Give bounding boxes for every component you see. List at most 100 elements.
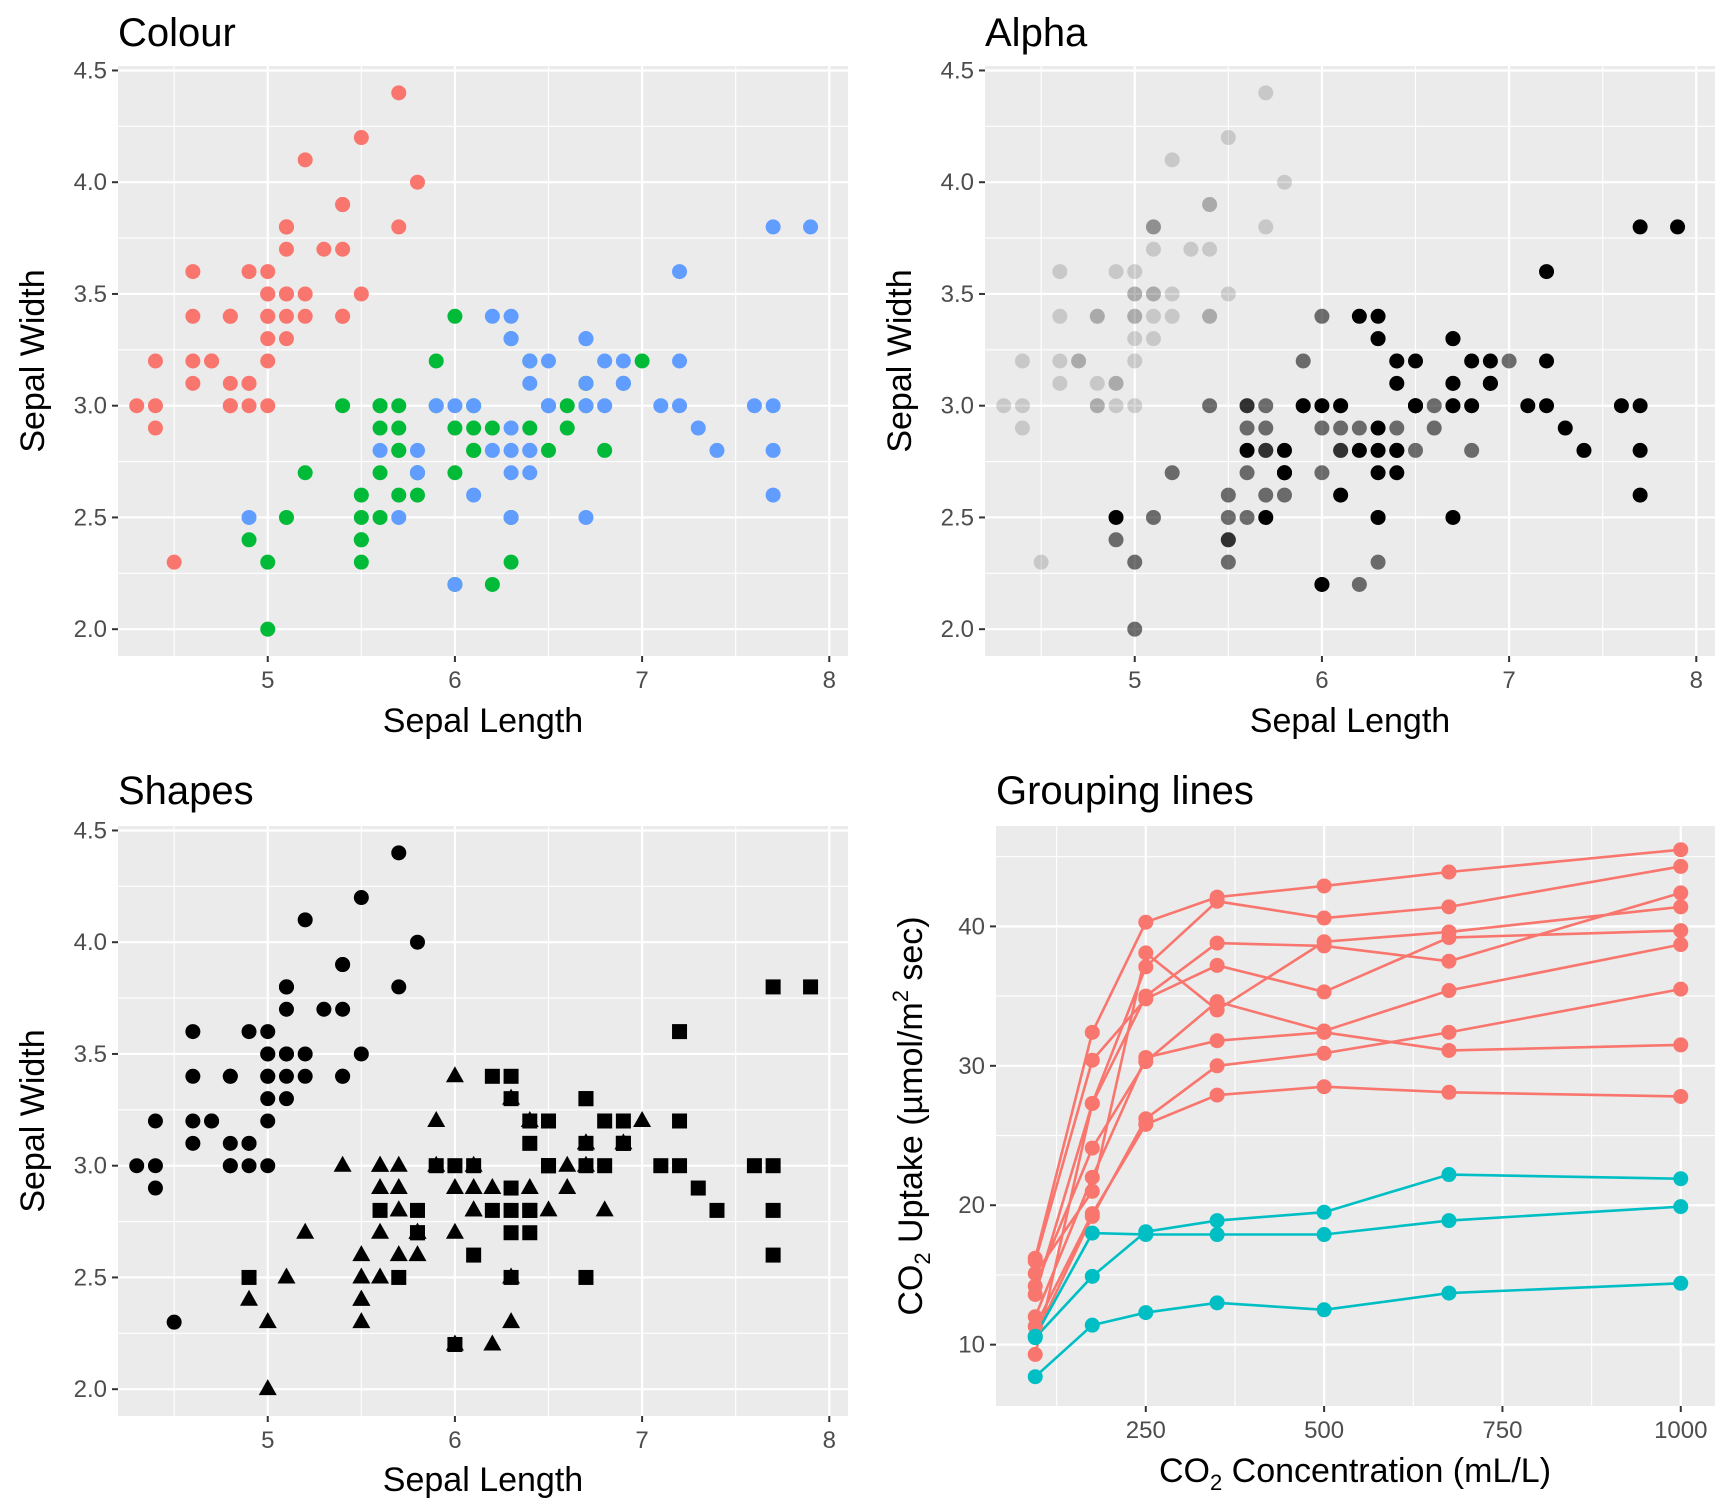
data-point — [204, 353, 220, 369]
data-point-triangle — [558, 1155, 577, 1172]
data-point — [578, 509, 594, 525]
data-point — [278, 308, 294, 324]
data-point — [1084, 1183, 1100, 1199]
data-point-square — [578, 1135, 594, 1151]
data-point — [1673, 885, 1689, 901]
data-point — [1127, 398, 1143, 414]
data-point — [503, 331, 519, 347]
data-point — [1014, 398, 1030, 414]
data-point-square — [372, 1202, 388, 1218]
data-point-square — [503, 1269, 519, 1285]
data-point — [278, 331, 294, 347]
x-tick-label: 750 — [1482, 1417, 1522, 1444]
data-point — [765, 219, 781, 235]
data-point — [1108, 509, 1124, 525]
data-point — [1220, 130, 1236, 146]
data-point — [1052, 264, 1068, 280]
data-point — [129, 398, 145, 414]
data-point-square — [578, 1269, 594, 1285]
data-point — [1202, 197, 1218, 213]
data-point — [1351, 420, 1367, 436]
data-point — [1389, 420, 1405, 436]
data-point-circle — [409, 934, 425, 950]
data-point-square — [672, 1158, 688, 1174]
data-point — [1108, 375, 1124, 391]
data-point — [1084, 1225, 1100, 1241]
data-point-square — [503, 1225, 519, 1241]
data-point — [1202, 308, 1218, 324]
data-point-circle — [222, 1068, 238, 1084]
y-tick-label: 3.5 — [74, 281, 107, 308]
data-point — [1084, 1140, 1100, 1156]
data-point — [1220, 487, 1236, 503]
data-point — [1258, 420, 1274, 436]
data-point-square — [503, 1091, 519, 1107]
data-point — [1209, 957, 1225, 973]
data-point-square — [765, 1158, 781, 1174]
grid-lines — [118, 826, 848, 1416]
data-point — [1084, 1206, 1100, 1222]
data-point — [1464, 353, 1480, 369]
data-point-triangle — [539, 1200, 558, 1217]
data-point — [1209, 1227, 1225, 1243]
data-point — [1258, 398, 1274, 414]
data-point-triangle — [277, 1267, 296, 1284]
data-point — [1276, 442, 1292, 458]
data-point — [1389, 442, 1405, 458]
data-point-triangle — [483, 1178, 502, 1195]
data-point — [1673, 937, 1689, 953]
data-point — [1314, 465, 1330, 481]
data-point — [1145, 286, 1161, 302]
data-point — [353, 532, 369, 548]
data-point — [1145, 286, 1161, 302]
x-tick-label: 5 — [261, 1427, 274, 1454]
y-tick-label: 3.5 — [941, 281, 974, 308]
data-point — [1138, 1227, 1154, 1243]
data-point — [1333, 487, 1349, 503]
data-point — [1276, 487, 1292, 503]
data-point — [1441, 1167, 1457, 1183]
data-point-circle — [297, 1046, 313, 1062]
data-point — [409, 174, 425, 190]
data-point-circle — [185, 1113, 201, 1129]
data-point — [1202, 398, 1218, 414]
x-axis-label: CO2 Concentration (mL/L) — [1159, 1452, 1551, 1495]
data-point — [1089, 398, 1105, 414]
data-point — [1333, 398, 1349, 414]
data-point — [503, 308, 519, 324]
y-tick-label: 30 — [958, 1053, 985, 1080]
y-tick-label: 4.5 — [74, 817, 107, 844]
data-point-triangle — [389, 1200, 408, 1217]
data-point — [1084, 1268, 1100, 1284]
data-point — [1539, 353, 1555, 369]
data-point — [1316, 1024, 1332, 1040]
data-point — [391, 85, 407, 101]
y-tick-label: 4.5 — [941, 57, 974, 84]
data-point — [1258, 85, 1274, 101]
data-point-triangle — [520, 1178, 539, 1195]
panel-title: Alpha — [985, 11, 1088, 55]
data-point — [1441, 899, 1457, 915]
data-point — [522, 375, 538, 391]
data-point-triangle — [408, 1245, 427, 1262]
data-point — [1071, 353, 1087, 369]
data-point — [522, 465, 538, 481]
data-point — [260, 621, 276, 637]
data-point-square — [541, 1158, 557, 1174]
data-point — [1314, 398, 1330, 414]
panel-title: Grouping lines — [996, 769, 1254, 813]
data-point-triangle — [371, 1155, 390, 1172]
data-point — [447, 465, 463, 481]
data-point — [1316, 934, 1332, 950]
data-point — [1239, 509, 1255, 525]
x-tick-label: 6 — [448, 1427, 461, 1454]
data-point — [615, 353, 631, 369]
data-point — [1127, 621, 1143, 637]
x-tick-label: 7 — [635, 667, 648, 694]
data-point — [1441, 864, 1457, 880]
data-point — [1209, 1002, 1225, 1018]
data-point — [634, 353, 650, 369]
data-point — [353, 509, 369, 525]
y-tick-label: 2.0 — [74, 1376, 107, 1403]
